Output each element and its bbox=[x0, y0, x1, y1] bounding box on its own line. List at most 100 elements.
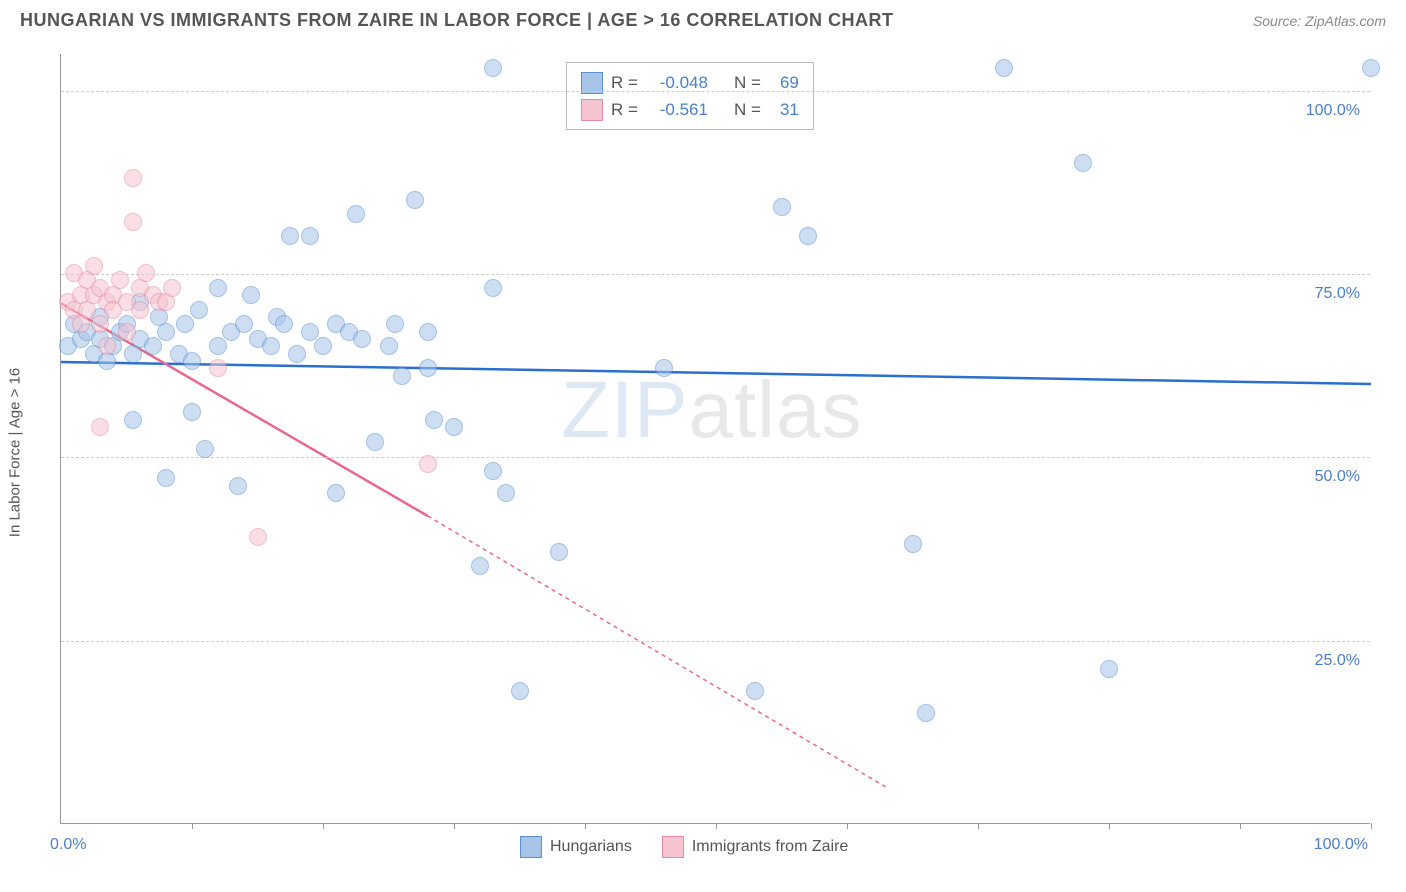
data-point bbox=[209, 279, 227, 297]
x-tick bbox=[716, 823, 717, 829]
data-point bbox=[484, 462, 502, 480]
chart-header: HUNGARIAN VS IMMIGRANTS FROM ZAIRE IN LA… bbox=[0, 0, 1406, 39]
x-tick bbox=[1371, 823, 1372, 829]
data-point bbox=[91, 315, 109, 333]
data-point bbox=[131, 301, 149, 319]
data-point bbox=[163, 279, 181, 297]
data-point bbox=[773, 198, 791, 216]
data-point bbox=[799, 227, 817, 245]
y-axis-label: In Labor Force | Age > 16 bbox=[7, 368, 24, 537]
data-point bbox=[176, 315, 194, 333]
data-point bbox=[124, 213, 142, 231]
data-point bbox=[209, 337, 227, 355]
data-point bbox=[497, 484, 515, 502]
x-tick bbox=[847, 823, 848, 829]
y-tick-label: 75.0% bbox=[1315, 285, 1360, 303]
gridline bbox=[61, 457, 1370, 458]
x-axis-max-label: 100.0% bbox=[1314, 836, 1368, 854]
plot-area: ZIPatlas R = -0.048 N = 69 R = -0.561 N … bbox=[60, 54, 1370, 824]
data-point bbox=[550, 543, 568, 561]
data-point bbox=[1362, 59, 1380, 77]
data-point bbox=[111, 271, 129, 289]
data-point bbox=[249, 528, 267, 546]
data-point bbox=[209, 359, 227, 377]
data-point bbox=[137, 264, 155, 282]
data-point bbox=[91, 418, 109, 436]
x-tick bbox=[1109, 823, 1110, 829]
data-point bbox=[904, 535, 922, 553]
data-point bbox=[380, 337, 398, 355]
swatch-zaire-bottom bbox=[662, 836, 684, 858]
data-point bbox=[196, 440, 214, 458]
data-point bbox=[511, 682, 529, 700]
data-point bbox=[275, 315, 293, 333]
y-tick-label: 50.0% bbox=[1315, 468, 1360, 486]
data-point bbox=[314, 337, 332, 355]
data-point bbox=[229, 477, 247, 495]
data-point bbox=[157, 323, 175, 341]
swatch-hungarians-bottom bbox=[520, 836, 542, 858]
data-point bbox=[1074, 154, 1092, 172]
data-point bbox=[301, 227, 319, 245]
data-point bbox=[327, 484, 345, 502]
legend-row-hungarians: R = -0.048 N = 69 bbox=[581, 69, 799, 96]
correlation-legend: R = -0.048 N = 69 R = -0.561 N = 31 bbox=[566, 62, 814, 130]
data-point bbox=[183, 403, 201, 421]
data-point bbox=[393, 367, 411, 385]
gridline bbox=[61, 641, 1370, 642]
data-point bbox=[484, 59, 502, 77]
data-point bbox=[419, 323, 437, 341]
data-point bbox=[98, 337, 116, 355]
x-axis-min-label: 0.0% bbox=[50, 836, 86, 854]
data-point bbox=[425, 411, 443, 429]
legend-item-zaire: Immigrants from Zaire bbox=[662, 836, 848, 858]
data-point bbox=[419, 359, 437, 377]
chart-title: HUNGARIAN VS IMMIGRANTS FROM ZAIRE IN LA… bbox=[20, 10, 894, 31]
x-tick bbox=[978, 823, 979, 829]
data-point bbox=[655, 359, 673, 377]
data-point bbox=[484, 279, 502, 297]
data-point bbox=[118, 323, 136, 341]
data-point bbox=[353, 330, 371, 348]
data-point bbox=[262, 337, 280, 355]
data-point bbox=[235, 315, 253, 333]
x-tick bbox=[585, 823, 586, 829]
legend-item-hungarians: Hungarians bbox=[520, 836, 632, 858]
data-point bbox=[144, 337, 162, 355]
data-point bbox=[347, 205, 365, 223]
data-point bbox=[406, 191, 424, 209]
x-tick bbox=[192, 823, 193, 829]
data-point bbox=[124, 411, 142, 429]
data-point bbox=[301, 323, 319, 341]
source-attribution: Source: ZipAtlas.com bbox=[1253, 13, 1386, 29]
swatch-zaire bbox=[581, 99, 603, 121]
watermark: ZIPatlas bbox=[561, 364, 862, 456]
data-point bbox=[471, 557, 489, 575]
data-point bbox=[445, 418, 463, 436]
gridline bbox=[61, 91, 1370, 92]
data-point bbox=[124, 169, 142, 187]
trend-lines bbox=[61, 54, 1371, 824]
data-point bbox=[157, 469, 175, 487]
data-point bbox=[366, 433, 384, 451]
data-point bbox=[995, 59, 1013, 77]
data-point bbox=[183, 352, 201, 370]
legend-row-zaire: R = -0.561 N = 31 bbox=[581, 96, 799, 123]
x-tick bbox=[1240, 823, 1241, 829]
y-tick-label: 100.0% bbox=[1306, 102, 1360, 120]
chart-container: In Labor Force | Age > 16 ZIPatlas R = -… bbox=[20, 44, 1386, 864]
data-point bbox=[419, 455, 437, 473]
data-point bbox=[288, 345, 306, 363]
data-point bbox=[917, 704, 935, 722]
data-point bbox=[190, 301, 208, 319]
data-point bbox=[746, 682, 764, 700]
x-tick bbox=[323, 823, 324, 829]
gridline bbox=[61, 274, 1370, 275]
y-tick-label: 25.0% bbox=[1315, 652, 1360, 670]
data-point bbox=[242, 286, 260, 304]
data-point bbox=[85, 257, 103, 275]
data-point bbox=[1100, 660, 1118, 678]
series-legend: Hungarians Immigrants from Zaire bbox=[520, 836, 848, 858]
x-tick bbox=[454, 823, 455, 829]
data-point bbox=[386, 315, 404, 333]
